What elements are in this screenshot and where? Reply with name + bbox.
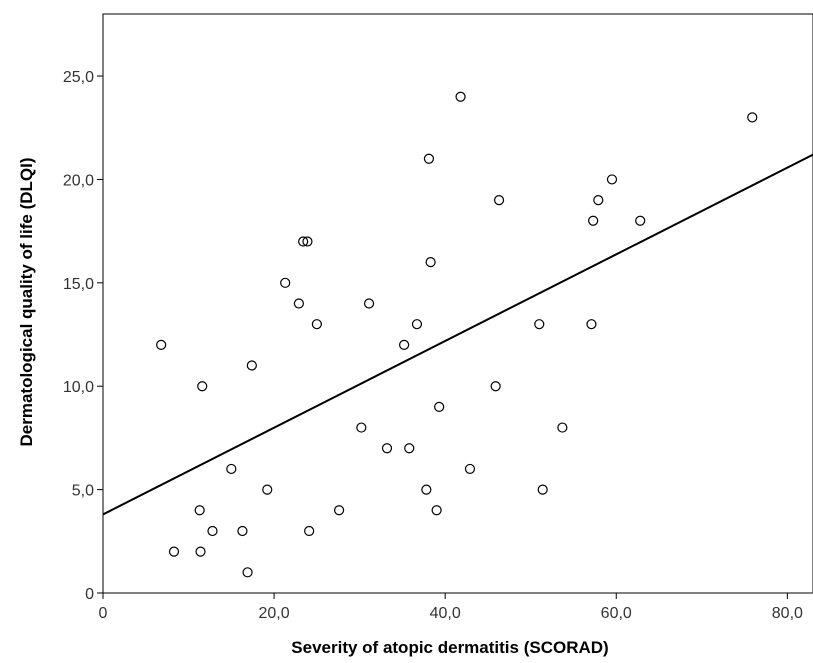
data-point — [423, 153, 435, 164]
data-point — [593, 195, 604, 206]
data-point — [534, 319, 545, 330]
data-point — [356, 422, 367, 433]
data-point — [262, 484, 273, 495]
x-tick-label: 60,0 — [601, 605, 632, 622]
data-point — [298, 236, 309, 247]
data-point — [493, 195, 505, 206]
data-point — [399, 339, 410, 350]
y-tick-label: 15,0 — [63, 276, 94, 293]
data-point — [381, 443, 393, 454]
data-point — [194, 505, 205, 516]
y-axis-title: Dermatological quality of life (DLQI) — [17, 157, 36, 446]
plot-area — [102, 13, 813, 594]
marks-layer — [102, 91, 813, 578]
data-point — [431, 505, 442, 516]
data-point — [226, 463, 237, 475]
data-point — [588, 215, 599, 226]
y-axis: 0 5,0 10,0 15,0 20,0 25,0 — [63, 69, 103, 603]
data-point — [411, 319, 423, 330]
data-point — [304, 525, 315, 537]
x-tick-label: 80,0 — [772, 605, 803, 622]
data-point — [404, 443, 415, 454]
data-point — [455, 91, 466, 102]
y-tick-label: 25,0 — [63, 69, 94, 86]
fit-line — [102, 153, 813, 516]
data-point — [242, 567, 253, 578]
y-tick-label: 20,0 — [63, 172, 94, 189]
data-point — [156, 339, 167, 350]
data-point — [207, 525, 218, 537]
data-point — [606, 174, 618, 185]
data-point — [464, 463, 476, 475]
x-axis-title: Severity of atopic dermatitis (SCORAD) — [291, 638, 608, 657]
data-point — [333, 505, 345, 516]
x-tick-label: 40,0 — [430, 605, 461, 622]
data-point — [237, 525, 248, 537]
x-axis: 0 20,0 40,0 60,0 80,0 — [99, 593, 803, 622]
data-point — [421, 484, 432, 495]
data-point — [425, 257, 436, 268]
x-tick-label: 0 — [99, 605, 108, 622]
data-point — [537, 484, 548, 495]
data-point — [246, 360, 257, 371]
y-tick-label: 10,0 — [63, 379, 94, 396]
data-point — [586, 319, 597, 330]
data-point — [195, 546, 206, 557]
data-point — [434, 401, 445, 412]
data-point — [280, 277, 291, 288]
data-point — [311, 319, 322, 330]
data-point — [635, 215, 646, 226]
data-point — [557, 422, 568, 433]
y-tick-label: 5,0 — [72, 483, 94, 500]
data-point — [168, 546, 180, 557]
data-point — [302, 236, 313, 247]
data-point — [747, 112, 758, 123]
data-point — [293, 298, 304, 309]
data-point — [363, 298, 375, 309]
data-point — [197, 381, 208, 392]
data-point — [490, 381, 501, 392]
x-tick-label: 20,0 — [259, 605, 290, 622]
y-tick-label: 0 — [85, 586, 94, 603]
